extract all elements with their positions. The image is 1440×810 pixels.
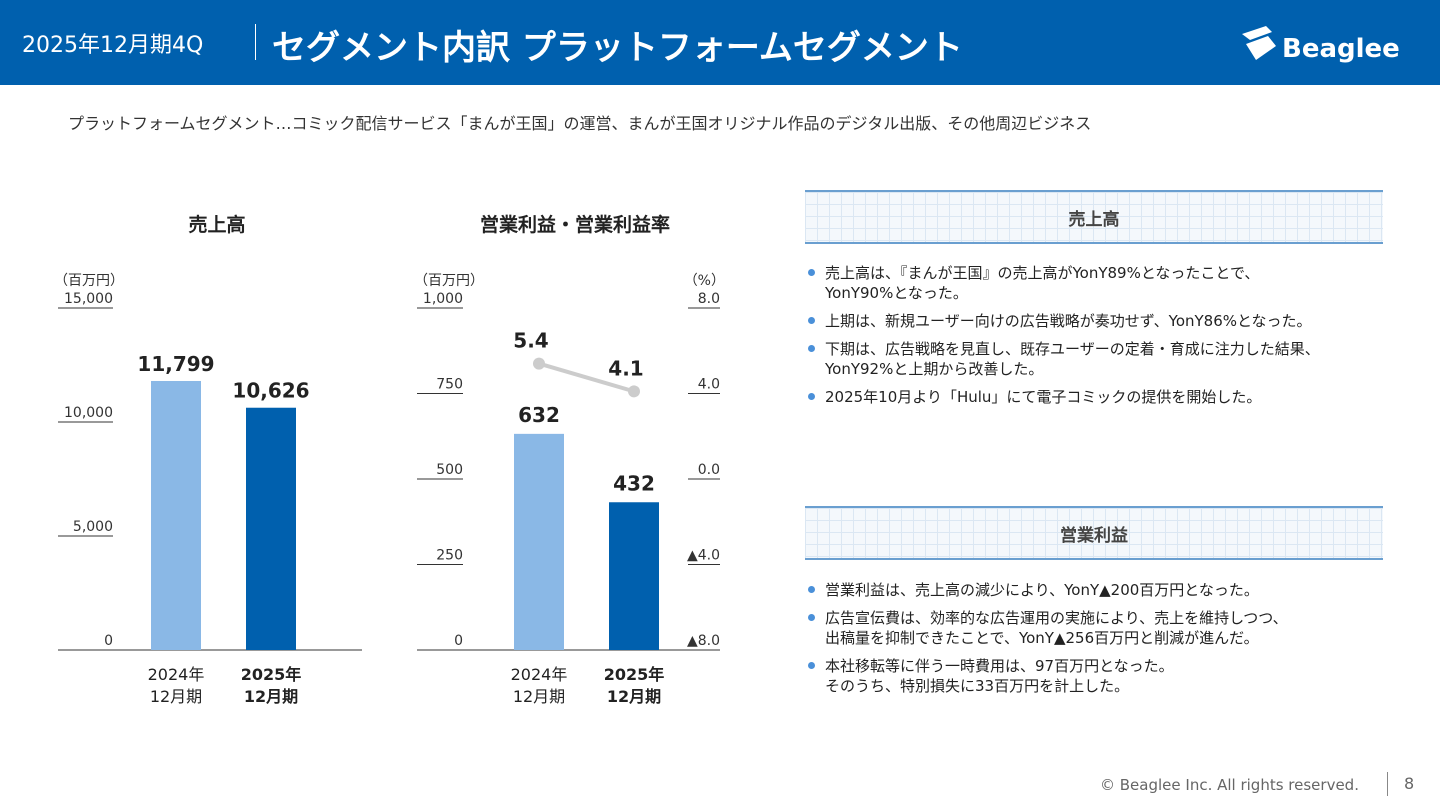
x-tick-label: 2024年 [511,665,568,684]
page-number: 8 [1404,774,1415,793]
left-tick-label: 1,000 [423,291,463,307]
right-tick-label: ▲8.0 [687,633,720,649]
right-tick-label: 0.0 [698,462,720,478]
bullet-item: 上期は、新規ユーザー向けの広告戦略が奏功せず、YonY86%となった。 [805,311,1365,331]
margin-label: 5.4 [513,329,548,353]
bullet-item: 売上高は、『まんが王国』の売上高がYonY89%となったことで、 YonY90%と… [805,263,1365,303]
left-tick-label: 750 [436,377,463,393]
right-axis-unit-label: （%） [684,273,725,289]
header-bar: 2025年12月期4Q セグメント内訳 プラットフォームセグメント Beagle… [0,0,1440,85]
data-label: 10,626 [232,379,309,403]
fiscal-period: 2025年12月期4Q [22,33,204,58]
left-tick-label: 0 [454,633,463,649]
margin-label: 4.1 [608,356,643,380]
data-label: 11,799 [137,352,214,376]
bullet-dot-icon [808,317,815,324]
bullet-text: 出稿量を抑制できたことで、YonY▲256百万円と削減が進んだ。 [825,629,1259,647]
footer-divider [1387,772,1388,796]
y-tick-label: 5,000 [73,519,113,535]
bullet-item: 下期は、広告戦略を見直し、既存ユーザーの定着・育成に注力した結果、 YonY92%… [805,339,1365,379]
copyright: © Beaglee Inc. All rights reserved. [1100,776,1359,794]
margin-line [538,361,635,394]
profit-bullet-list: 営業利益は、売上高の減少により、YonY▲200百万円となった。広告宣伝費は、効… [805,580,1365,704]
left-tick-label: 250 [436,548,463,564]
panel-title-sales: 売上高 [1068,210,1120,230]
panel-header-sales: 売上高 [805,190,1383,244]
margin-point [533,357,545,370]
bullet-item: 本社移転等に伴う一時費用は、97百万円となった。 そのうち、特別損失に33百万円を… [805,656,1365,696]
y-axis-unit-label: （百万円） [54,273,124,289]
x-tick-label: 12月期 [607,687,661,706]
page-title: セグメント内訳 プラットフォームセグメント [272,28,963,68]
x-tick-label: 2025年 [604,665,665,684]
bar [609,502,659,650]
bullet-text: 本社移転等に伴う一時費用は、97百万円となった。 [825,657,1174,675]
bullet-item: 2025年10月より「Hulu」にて電子コミックの提供を開始した。 [805,387,1365,407]
right-tick-label: ▲4.0 [687,548,720,564]
bullet-text: 広告宣伝費は、効率的な広告運用の実施により、売上を維持しつつ、 [825,609,1288,627]
bar [246,407,296,650]
x-tick-label: 12月期 [150,687,202,706]
panel-title-profit: 営業利益 [1060,526,1128,546]
panel-header-profit: 営業利益 [805,506,1383,560]
bullet-item: 営業利益は、売上高の減少により、YonY▲200百万円となった。 [805,580,1365,600]
bar [151,380,201,650]
bullet-text: 営業利益は、売上高の減少により、YonY▲200百万円となった。 [825,581,1259,599]
left-axis-unit-label: （百万円） [414,273,484,289]
margin-point [628,385,640,398]
y-tick-label: 15,000 [64,291,113,307]
header-divider [255,24,256,60]
right-tick-label: 4.0 [698,377,720,393]
y-tick-label: 10,000 [64,405,113,421]
bullet-dot-icon [808,269,815,276]
bullet-text: 2025年10月より「Hulu」にて電子コミックの提供を開始した。 [825,388,1262,406]
x-tick-label: 2025年 [241,665,302,684]
logo-text: Beaglee [1282,34,1400,64]
bullet-dot-icon [808,662,815,669]
bullet-text: YonY92%と上期から改善した。 [825,360,1044,378]
chart-title-profit: 営業利益・営業利益率 [479,214,670,236]
bullet-dot-icon [808,614,815,621]
x-tick-label: 12月期 [244,687,298,706]
beaglee-logo-icon [1242,26,1276,60]
bullet-text: 下期は、広告戦略を見直し、既存ユーザーの定着・育成に注力した結果、 [825,340,1320,358]
x-tick-label: 2024年 [148,665,205,684]
y-tick-label: 0 [104,633,113,649]
right-tick-label: 8.0 [698,291,720,307]
bullet-text: 上期は、新規ユーザー向けの広告戦略が奏功せず、YonY86%となった。 [825,312,1312,330]
x-tick-label: 12月期 [513,687,565,706]
left-tick-label: 500 [436,462,463,478]
bar [514,433,564,650]
bullet-text: YonY90%となった。 [825,284,968,302]
bullet-text: そのうち、特別損失に33百万円を計上した。 [825,677,1130,695]
bullet-item: 広告宣伝費は、効率的な広告運用の実施により、売上を維持しつつ、 出稿量を抑制できた… [805,608,1365,648]
sales-bar-chart: （百万円） 0 5,000 10,000 15,000 11,799 2024年 12月期 10… [54,273,362,706]
bullet-dot-icon [808,586,815,593]
bullet-text: 売上高は、『まんが王国』の売上高がYonY89%となったことで、 [825,264,1260,282]
sales-bullet-list: 売上高は、『まんが王国』の売上高がYonY89%となったことで、 YonY90%と… [805,263,1365,415]
data-label: 632 [518,403,560,427]
chart-title-sales: 売上高 [188,214,246,236]
bullet-dot-icon [808,393,815,400]
segment-description: プラットフォームセグメント…コミック配信サービス「まんが王国」の運営、まんが王国… [68,114,1092,133]
data-label: 432 [613,471,655,495]
bullet-dot-icon [808,345,815,352]
profit-combo-chart: （百万円） （%） 0 250 500 750 1,000 ▲8.0 ▲4.0 0.0 4.0 8.0… [414,273,725,706]
